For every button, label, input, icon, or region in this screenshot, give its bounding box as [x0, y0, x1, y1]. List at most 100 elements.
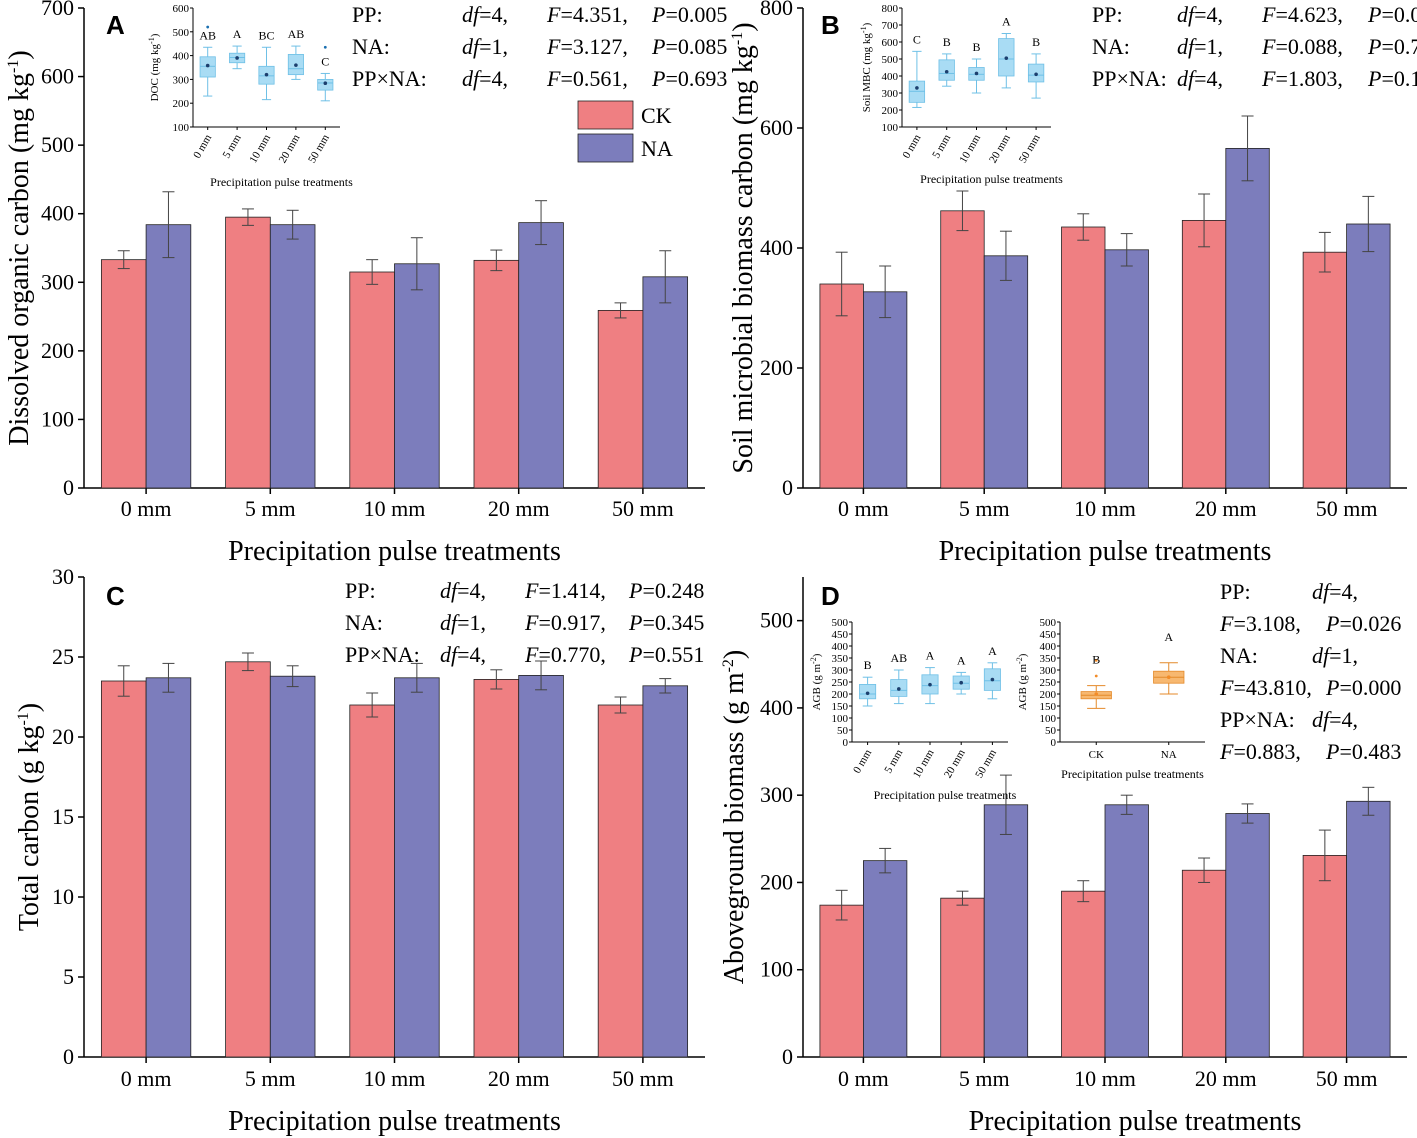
stats-sep: , — [1218, 34, 1224, 59]
x-tick-label: 50 mm — [1316, 1066, 1378, 1091]
stats-f-value: 4.623 — [1288, 2, 1338, 27]
box-letter: B — [1032, 35, 1040, 49]
stats-sep: , — [1306, 675, 1312, 700]
y-axis-title-close: ) — [728, 22, 759, 31]
bar-ck — [597, 704, 644, 1058]
y-axis-title-sup: -2 — [720, 659, 737, 672]
stats-label: NA: — [1092, 34, 1130, 59]
panel-c: 0 5 10 15 20 25 30 0 mm 5 mm 10 mm 20 mm 50 mm Preci… — [14, 564, 705, 1137]
inset-y-tick-label: 400 — [1040, 641, 1057, 653]
bar-na — [863, 860, 908, 1058]
y-axis-title-sup: -1 — [729, 32, 746, 45]
stats-p-eq: = — [1381, 34, 1393, 59]
stats-f-value: 0.917 — [551, 610, 601, 635]
inset-y-tick-label: 200 — [882, 105, 899, 117]
box-mean — [915, 86, 919, 90]
stats-f-eq: = — [1275, 34, 1287, 59]
box-mean — [1166, 675, 1171, 679]
stats-sep: , — [600, 578, 606, 603]
box-letter: A — [233, 27, 242, 41]
stats-label: NA: — [352, 34, 390, 59]
box-letter: B — [1092, 653, 1100, 667]
stats-f: F=3.108, — [1219, 611, 1301, 636]
inset-x-tick-label: 10 mm — [957, 132, 983, 165]
bar-ck — [1181, 869, 1227, 1058]
inset-y-title: DOC (mg kg-1) — [147, 33, 161, 101]
inset-y-tick-label: 50 — [837, 725, 849, 737]
stats-df-key: df — [1177, 2, 1197, 27]
stats-f-key: F — [1219, 739, 1234, 764]
inset-y-tick-label: 100 — [882, 122, 899, 134]
inset-x-tick-label: 0 mm — [900, 132, 923, 160]
stats-sep: , — [503, 66, 509, 91]
stats-df: df=4, — [462, 2, 508, 27]
stats-label: NA: — [345, 610, 383, 635]
box-mean — [323, 81, 328, 86]
bar-ck — [473, 259, 520, 489]
y-axis-title: Aboveground biomass (g m-2) — [719, 650, 750, 985]
stats-p-key: P — [651, 66, 665, 91]
y-tick-label: 5 — [63, 964, 74, 989]
stats-df-key: df — [440, 578, 460, 603]
box-mean — [235, 56, 239, 60]
inset-y-tick-label: 250 — [832, 677, 849, 689]
stats-df-key: df — [462, 66, 482, 91]
inset-x-title: Precipitation pulse treatments — [874, 788, 1017, 802]
stats-p-value: 0.147 — [1394, 66, 1417, 91]
stats-df-key: df — [462, 34, 482, 59]
inset-y-tick-label: 0 — [843, 737, 849, 749]
stats-f-key: F — [1261, 2, 1276, 27]
box-mean — [959, 680, 963, 685]
inset-y-tick-label: 400 — [832, 641, 849, 653]
inset-y-title: AGB (g m-2) — [1015, 653, 1029, 710]
inset-boxplot: 100 200 300 400 500 600 AB 0 mm A 5 mm BC 10 mm AB 20… — [147, 3, 353, 189]
x-tick-label: 0 mm — [121, 496, 172, 521]
bar-ck — [100, 680, 147, 1058]
stats-sep: , — [481, 642, 487, 667]
stats-p-key: P — [628, 642, 642, 667]
stats-df-key: df — [1177, 34, 1197, 59]
inset-y-tick-label: 300 — [832, 665, 849, 677]
stats-df: df=4, — [1177, 66, 1223, 91]
inset-y-title-main: Soil MBC (mg kg — [861, 33, 873, 113]
box-outlier — [1094, 659, 1098, 662]
stats-sep: , — [1353, 707, 1359, 732]
box-mean — [1004, 56, 1009, 60]
y-axis-title-main: Total carbon (g kg — [14, 726, 45, 932]
stats-df-value: 1 — [1342, 643, 1353, 668]
y-tick-label: 0 — [782, 475, 793, 500]
inset-x-tick-label: 20 mm — [277, 132, 303, 165]
bar-na — [1225, 813, 1270, 1058]
inset-y-tick-label: 250 — [1040, 677, 1057, 689]
box-letter: B — [943, 35, 951, 49]
stats-df: df=4, — [1312, 707, 1358, 732]
inset-y-title-main: AGB (g m — [811, 664, 823, 711]
stats-df-eq: = — [479, 66, 491, 91]
x-tick-label: 20 mm — [1195, 496, 1257, 521]
x-tick-label: 5 mm — [245, 496, 296, 521]
box-mean — [928, 682, 932, 687]
box-letter: C — [321, 54, 329, 68]
stats-df: df=1, — [1312, 643, 1358, 668]
stats-f: F=0.770, — [524, 642, 606, 667]
inset-x-title: Precipitation pulse treatments — [920, 172, 1063, 186]
y-tick-label: 300 — [41, 269, 74, 294]
box-letter: A — [1002, 15, 1011, 29]
stats-df-key: df — [1177, 66, 1197, 91]
stats-p-key: P — [628, 610, 642, 635]
stats-f: F=0.088, — [1261, 34, 1343, 59]
legend-swatch-na — [577, 133, 634, 163]
bar-ck — [1181, 219, 1227, 489]
inset-y-title-close: ) — [861, 22, 873, 26]
y-tick-label: 600 — [760, 115, 793, 140]
box-letter: C — [913, 32, 921, 46]
stats-f: F=1.414, — [524, 578, 606, 603]
stats-label: PP×NA: — [1092, 66, 1167, 91]
x-axis-title: Precipitation pulse treatments — [939, 536, 1272, 567]
stats-sep: , — [1218, 2, 1224, 27]
inset-y-title: Soil MBC (mg kg-1) — [859, 22, 873, 112]
stats-df-value: 4 — [492, 66, 503, 91]
stats-df-eq: = — [1194, 66, 1206, 91]
